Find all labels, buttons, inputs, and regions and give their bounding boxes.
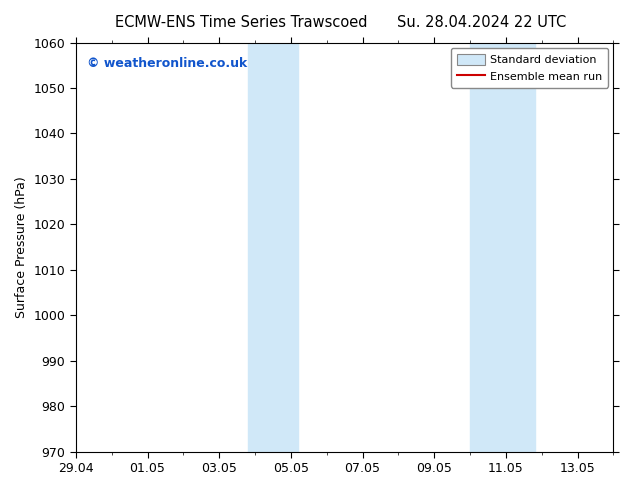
Text: Su. 28.04.2024 22 UTC: Su. 28.04.2024 22 UTC: [398, 15, 566, 30]
Bar: [499, 43, 534, 452]
Bar: [248, 43, 273, 452]
Text: ECMW-ENS Time Series Trawscoed: ECMW-ENS Time Series Trawscoed: [115, 15, 367, 30]
Y-axis label: Surface Pressure (hPa): Surface Pressure (hPa): [15, 176, 28, 318]
Bar: [470, 43, 499, 452]
Legend: Standard deviation, Ensemble mean run: Standard deviation, Ensemble mean run: [451, 48, 608, 88]
Text: © weatheronline.co.uk: © weatheronline.co.uk: [87, 57, 247, 70]
Bar: [273, 43, 298, 452]
